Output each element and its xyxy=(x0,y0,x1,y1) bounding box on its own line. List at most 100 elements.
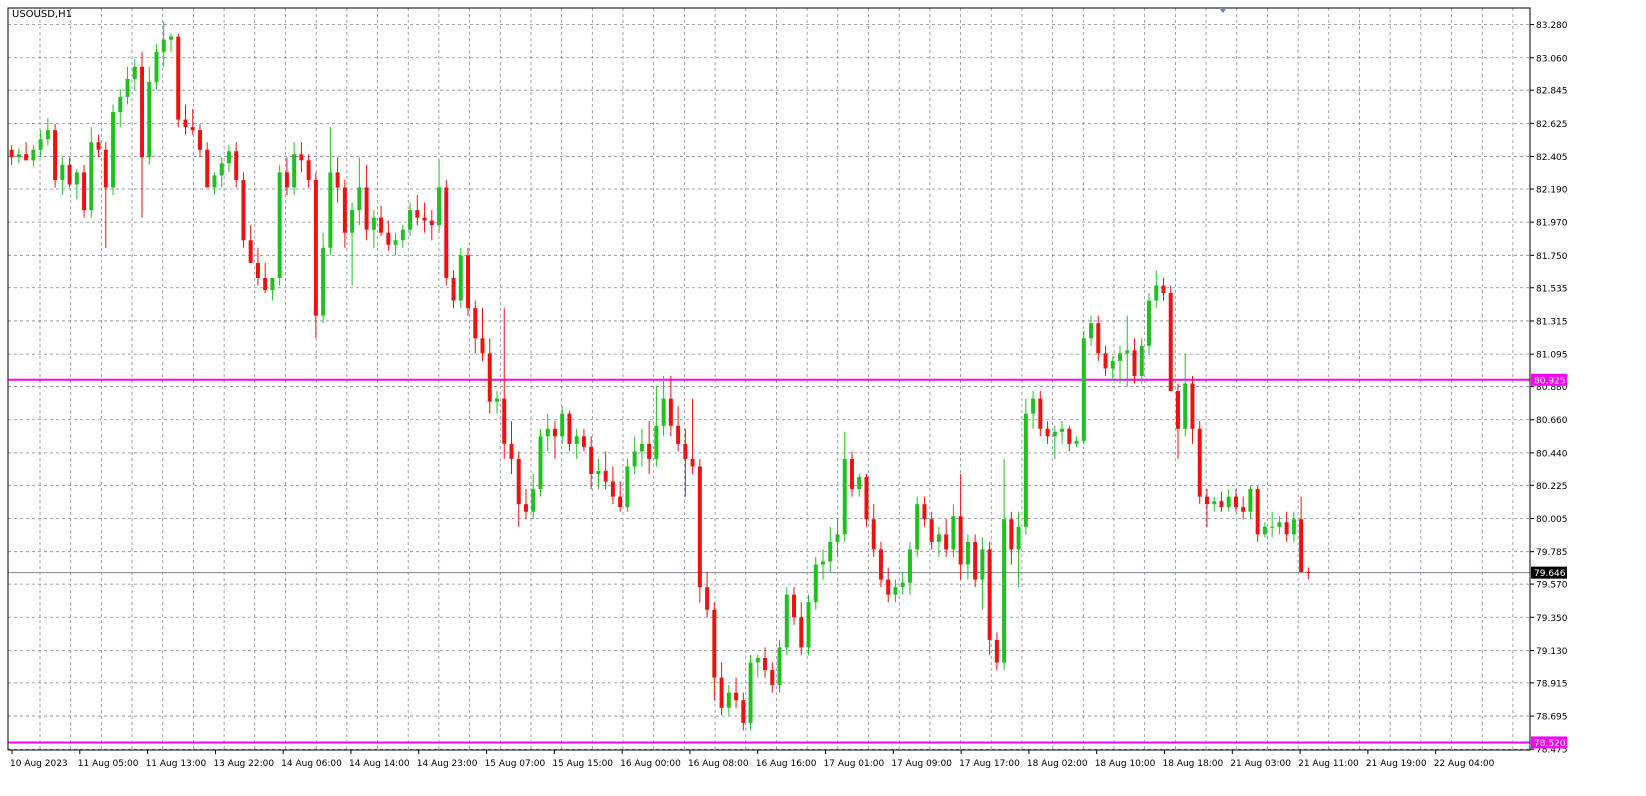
candle xyxy=(103,142,108,248)
y-tick-label: 81.095 xyxy=(1536,351,1568,361)
y-tick-label: 81.535 xyxy=(1536,284,1568,294)
candle-body xyxy=(726,692,731,708)
candle xyxy=(429,210,434,241)
candle xyxy=(1204,489,1209,527)
candle xyxy=(770,662,775,693)
candle xyxy=(82,164,87,218)
candle-body xyxy=(697,466,702,588)
candle xyxy=(1175,383,1180,459)
y-tick-label: 81.970 xyxy=(1536,219,1568,229)
candle-body xyxy=(1031,398,1036,414)
candle xyxy=(1081,330,1086,444)
x-tick-label: 16 Aug 08:00 xyxy=(688,759,749,769)
candle-body xyxy=(53,130,58,180)
candle xyxy=(1045,421,1050,444)
candle xyxy=(1132,338,1137,384)
candle-body xyxy=(176,36,181,120)
candle-body xyxy=(415,210,420,218)
candle xyxy=(763,647,768,678)
candle-body xyxy=(777,647,782,686)
candle-body xyxy=(1147,300,1151,346)
candle-body xyxy=(437,187,442,226)
candle-body xyxy=(444,187,449,278)
candle-body xyxy=(813,564,818,603)
candle xyxy=(632,436,637,475)
x-tick-label: 21 Aug 19:00 xyxy=(1366,759,1427,769)
candle xyxy=(1016,511,1021,588)
candle xyxy=(1190,375,1195,444)
candle-body xyxy=(241,179,246,241)
candle xyxy=(878,541,883,588)
candle-body xyxy=(1103,353,1108,369)
candle-body xyxy=(647,443,652,459)
time-axis: 10 Aug 2023 11 Aug 05:00 11 Aug 13:00 13 Au… xyxy=(10,750,1495,769)
candle-body xyxy=(748,662,753,723)
candle xyxy=(849,451,854,497)
candle-body xyxy=(321,247,326,316)
candle-body xyxy=(987,549,992,640)
candle xyxy=(1009,511,1014,565)
candle xyxy=(1002,458,1007,671)
candle-body xyxy=(197,130,202,150)
candle xyxy=(560,406,565,444)
candle xyxy=(792,587,797,625)
candle xyxy=(1038,391,1043,437)
candle-body xyxy=(1306,572,1311,574)
level-badge xyxy=(1531,736,1567,749)
candle-body xyxy=(625,466,630,508)
candle-body xyxy=(466,255,471,309)
candle-body xyxy=(408,210,413,230)
candle xyxy=(1241,496,1246,520)
candle xyxy=(531,474,536,520)
y-tick-label: 79.350 xyxy=(1536,614,1568,624)
candle-body xyxy=(907,549,912,583)
candle-body xyxy=(574,436,579,444)
candle-body xyxy=(821,561,825,565)
candle-body xyxy=(422,217,427,221)
candle-body xyxy=(734,692,739,701)
candle xyxy=(647,421,652,475)
candle xyxy=(277,164,282,286)
candle-body xyxy=(1270,526,1275,528)
candle xyxy=(60,157,65,196)
candle-body xyxy=(835,534,840,542)
candle-body xyxy=(1038,398,1043,429)
y-tick-label: 79.570 xyxy=(1536,581,1568,591)
candle-body xyxy=(1002,519,1007,663)
candle xyxy=(132,59,137,90)
y-tick-label: 78.915 xyxy=(1536,679,1568,689)
candle xyxy=(328,127,333,256)
candle xyxy=(408,202,413,236)
candle xyxy=(147,66,152,165)
candle-body xyxy=(1009,519,1014,550)
candle-body xyxy=(1161,285,1166,294)
candle-body xyxy=(849,458,854,490)
x-tick-label: 21 Aug 03:00 xyxy=(1230,759,1291,769)
candle-body xyxy=(154,51,159,82)
candle-body xyxy=(161,39,166,52)
candle-body xyxy=(755,658,760,663)
candle-body xyxy=(379,217,384,233)
candle-body xyxy=(538,436,543,490)
candle-body xyxy=(125,78,130,97)
candle xyxy=(987,541,992,655)
candle-body xyxy=(1248,489,1253,512)
candle xyxy=(226,145,231,173)
candle xyxy=(907,541,912,595)
candle xyxy=(255,247,260,286)
candle-body xyxy=(951,516,956,550)
candle xyxy=(1110,356,1115,381)
candle-body xyxy=(712,609,717,678)
candle xyxy=(603,451,608,490)
candle-body xyxy=(1074,440,1079,444)
candle-body xyxy=(1081,338,1086,441)
candle-body xyxy=(335,172,340,188)
candle xyxy=(270,277,275,301)
horizontal-levels xyxy=(8,378,1530,744)
x-tick-label: 22 Aug 04:00 xyxy=(1434,759,1495,769)
candle-body xyxy=(487,353,492,402)
candle-body xyxy=(828,541,833,562)
candle-body xyxy=(994,639,999,663)
